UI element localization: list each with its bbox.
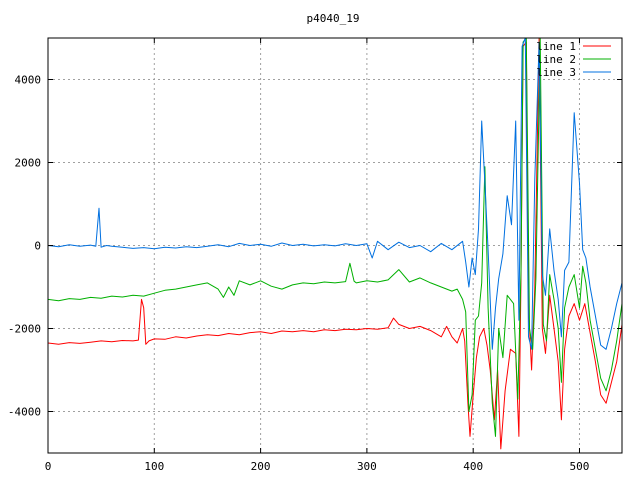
x-tick-label: 200 <box>251 460 271 473</box>
y-tick-label: -4000 <box>8 406 41 419</box>
grid-lines <box>47 38 622 453</box>
series-line-3 <box>48 38 622 350</box>
y-tick-label: 2000 <box>15 157 42 170</box>
legend-label-2: line 2 <box>536 53 576 66</box>
legend-label-1: line 1 <box>536 40 576 53</box>
series-line-2 <box>48 38 622 437</box>
x-tick-label: 400 <box>463 460 483 473</box>
legend-label-3: line 3 <box>536 66 576 79</box>
x-tick-label: 0 <box>45 460 52 473</box>
y-tick-label: 0 <box>34 240 41 253</box>
axis-ticks: 0 100 200 300 400 500 -4000 -2000 0 2000 4000 <box>8 38 622 473</box>
series-line-1 <box>48 38 622 450</box>
x-tick-label: 500 <box>570 460 590 473</box>
x-tick-label: 100 <box>144 460 164 473</box>
y-tick-label: -2000 <box>8 323 41 336</box>
series-lines <box>48 38 622 450</box>
chart-title: p4040_19 <box>307 12 360 25</box>
y-tick-label: 4000 <box>15 74 42 87</box>
x-tick-label: 300 <box>357 460 377 473</box>
